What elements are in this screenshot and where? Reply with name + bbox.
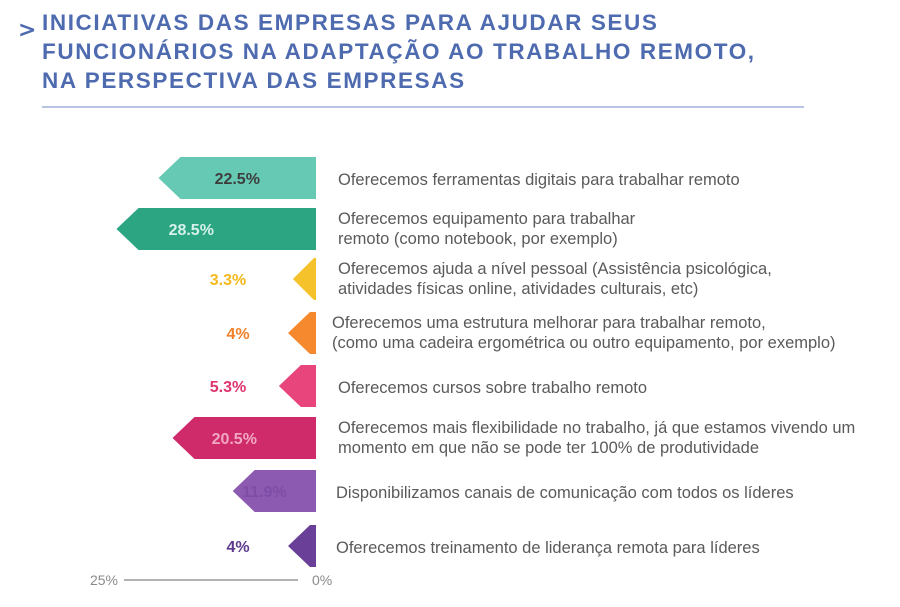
category-label: Oferecemos ajuda a nível pessoal (Assist… <box>338 259 772 299</box>
category-label-line: Oferecemos mais flexibilidade no trabalh… <box>338 419 856 437</box>
category-label-line: atividades físicas online, atividades cu… <box>338 280 699 298</box>
category-label-line: Oferecemos uma estrutura melhorar para t… <box>332 314 766 332</box>
value-label: 4% <box>226 326 249 343</box>
bar <box>288 525 316 567</box>
bar <box>172 417 316 459</box>
value-label: 4% <box>226 539 249 556</box>
category-label: Oferecemos treinamento de liderança remo… <box>336 538 760 558</box>
header: > INICIATIVAS DAS EMPRESAS PARA AJUDAR S… <box>14 8 814 95</box>
category-label-line: Disponibilizamos canais de comunicação c… <box>336 484 794 502</box>
axis-tick-label: 25% <box>90 572 118 588</box>
value-label: 5.3% <box>210 379 246 396</box>
bar <box>232 470 316 512</box>
axis-tick-label: 0% <box>312 572 332 588</box>
category-label-line: Oferecemos cursos sobre trabalho remoto <box>338 379 648 397</box>
bar <box>288 312 316 354</box>
title-line: INICIATIVAS DAS EMPRESAS PARA AJUDAR SEU… <box>42 10 659 35</box>
value-label: 3.3% <box>210 272 246 289</box>
title-divider <box>42 106 804 108</box>
category-label-line: Oferecemos equipamento para trabalhar <box>338 210 636 228</box>
category-label: Oferecemos mais flexibilidade no trabalh… <box>338 418 855 458</box>
category-label-line: momento em que não se pode ter 100% de p… <box>338 439 760 457</box>
category-label: Oferecemos cursos sobre trabalho remoto <box>338 378 647 398</box>
chevron-right-icon: > <box>18 18 37 43</box>
category-label-line: Oferecemos ferramentas digitais para tra… <box>338 171 740 189</box>
category-label: Oferecemos uma estrutura melhorar para t… <box>332 313 836 353</box>
category-label-line: (como uma cadeira ergométrica ou outro e… <box>332 334 836 352</box>
value-label: 28.5% <box>169 222 214 239</box>
category-label: Disponibilizamos canais de comunicação c… <box>336 483 794 503</box>
category-label-line: remoto (como notebook, por exemplo) <box>338 230 618 248</box>
value-label: 11.9% <box>242 484 286 501</box>
bar <box>158 157 316 199</box>
value-label: 20.5% <box>212 431 257 448</box>
page-title: INICIATIVAS DAS EMPRESAS PARA AJUDAR SEU… <box>42 8 814 95</box>
bar <box>116 208 316 250</box>
title-line: FUNCIONÁRIOS NA ADAPTAÇÃO AO TRABALHO RE… <box>42 39 756 64</box>
category-label-line: Oferecemos ajuda a nível pessoal (Assist… <box>338 260 772 278</box>
bar <box>292 258 316 300</box>
category-label: Oferecemos ferramentas digitais para tra… <box>338 170 740 190</box>
title-line: NA PERSPECTIVA DAS EMPRESAS <box>42 68 466 93</box>
category-label-line: Oferecemos treinamento de liderança remo… <box>336 539 760 557</box>
category-label: Oferecemos equipamento para trabalhar rem… <box>338 209 635 249</box>
bar <box>278 365 316 407</box>
value-label: 22.5% <box>215 171 260 188</box>
